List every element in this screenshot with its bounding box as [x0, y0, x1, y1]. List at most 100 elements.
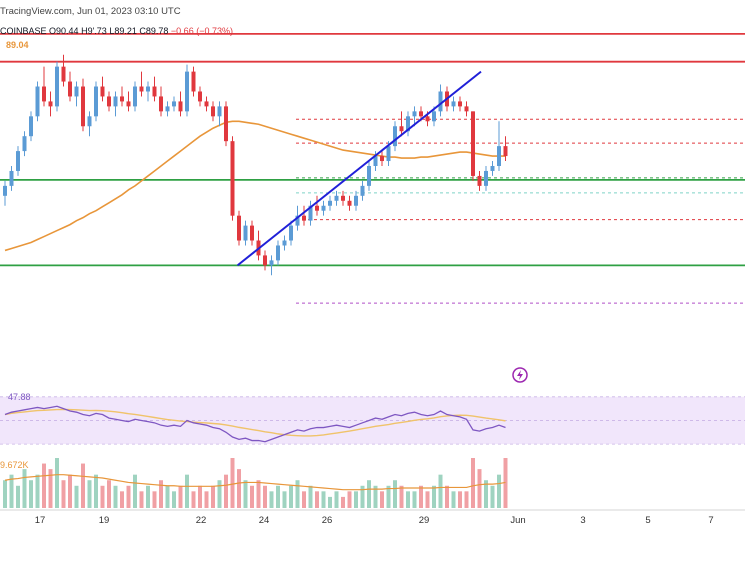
volume-bar-17 — [113, 485, 118, 508]
candle-body-52 — [341, 195, 345, 201]
volume-bar-3 — [22, 469, 27, 508]
volume-value-label: 9.672K — [0, 460, 29, 470]
candle-body-1 — [9, 170, 14, 186]
change-value: −0.66 (−0.73%) — [170, 26, 233, 36]
candle-body-9 — [61, 66, 66, 82]
volume-bar-24 — [159, 480, 163, 508]
candle-body-16 — [107, 96, 111, 107]
candle-body-27 — [178, 101, 183, 112]
volume-bar-5 — [35, 474, 40, 508]
candle-body-6 — [42, 86, 46, 102]
volume-bar-59 — [386, 485, 391, 508]
volume-bar-20 — [133, 474, 137, 508]
candle-body-24 — [159, 96, 163, 112]
candle-body-73 — [477, 175, 482, 186]
x-tick-label-8: 5 — [645, 515, 650, 526]
candle-body-31 — [204, 101, 209, 107]
volume-bar-69 — [451, 491, 456, 508]
candle-body-3 — [22, 136, 27, 152]
volume-bar-35 — [230, 458, 235, 508]
candle-body-54 — [354, 195, 358, 206]
candle-body-18 — [120, 96, 124, 102]
volume-bar-48 — [315, 491, 319, 508]
candle-body-58 — [380, 156, 384, 162]
candle-body-19 — [126, 101, 131, 107]
candle-body-36 — [237, 215, 241, 241]
candle-body-0 — [3, 185, 7, 196]
volume-bar-34 — [224, 474, 228, 508]
volume-bar-11 — [74, 485, 79, 508]
candle-body-5 — [35, 86, 40, 117]
candle-body-43 — [282, 240, 287, 246]
candle-body-48 — [315, 205, 319, 211]
volume-bar-56 — [367, 480, 371, 508]
volume-bar-18 — [120, 491, 124, 508]
volume-bar-9 — [61, 480, 66, 508]
volume-bar-64 — [419, 485, 423, 508]
volume-bar-43 — [282, 491, 287, 508]
volume-bar-73 — [477, 469, 482, 508]
rsi-signal-line — [4, 408, 506, 437]
candle-body-55 — [360, 185, 365, 196]
candle-body-56 — [367, 166, 371, 186]
candle-body-8 — [55, 66, 59, 107]
candle-body-69 — [451, 101, 456, 107]
volume-bar-51 — [334, 491, 339, 508]
volume-bar-26 — [172, 491, 176, 508]
volume-bar-2 — [16, 485, 20, 508]
volume-bar-27 — [178, 485, 183, 508]
candle-body-74 — [484, 170, 488, 186]
candle-body-14 — [94, 86, 98, 117]
volume-bar-45 — [295, 480, 300, 508]
volume-bar-40 — [263, 485, 267, 508]
volume-bar-16 — [107, 480, 111, 508]
volume-bar-8 — [55, 458, 59, 508]
candle-body-60 — [393, 126, 397, 147]
volume-bar-72 — [471, 458, 475, 508]
candle-body-17 — [113, 96, 118, 107]
x-tick-label-2: 22 — [196, 515, 207, 526]
x-tick-label-7: 3 — [580, 515, 585, 526]
volume-bar-61 — [399, 485, 404, 508]
volume-bar-49 — [321, 491, 326, 508]
volume-bar-50 — [328, 496, 332, 508]
candle-body-13 — [87, 116, 92, 127]
volume-bar-38 — [250, 485, 254, 508]
candle-body-35 — [230, 141, 235, 216]
candle-body-44 — [289, 225, 293, 241]
volume-bar-62 — [406, 491, 410, 508]
volume-bar-30 — [198, 485, 202, 508]
candle-body-15 — [100, 86, 105, 97]
candle-body-46 — [302, 215, 306, 221]
candle-body-32 — [211, 106, 215, 117]
open-value: O90.44 — [49, 26, 79, 36]
volume-bar-44 — [289, 485, 293, 508]
volume-bar-41 — [269, 491, 274, 508]
x-tick-label-6: Jun — [510, 515, 525, 526]
candle-body-33 — [217, 106, 222, 117]
volume-bar-37 — [243, 480, 248, 508]
x-tick-label-5: 29 — [419, 515, 430, 526]
volume-bar-67 — [438, 474, 443, 508]
candle-body-10 — [68, 81, 72, 97]
volume-bar-4 — [29, 480, 33, 508]
candle-body-20 — [133, 86, 137, 107]
candle-body-72 — [471, 111, 475, 176]
volume-bar-23 — [152, 491, 157, 508]
candle-body-53 — [347, 200, 352, 206]
volume-bar-75 — [490, 485, 495, 508]
volume-bar-6 — [42, 463, 46, 508]
volume-bar-0 — [3, 480, 7, 508]
x-tick-label-4: 26 — [322, 515, 333, 526]
candle-body-50 — [328, 200, 332, 206]
volume-bar-21 — [139, 491, 144, 508]
source-line: TracingView.com, Jun 01, 2023 03:10 UTC — [0, 6, 181, 17]
x-tick-label-9: 7 — [708, 515, 713, 526]
x-tick-label-1: 19 — [99, 515, 110, 526]
candle-body-66 — [432, 111, 436, 122]
candle-body-42 — [276, 245, 280, 261]
candle-body-4 — [29, 116, 33, 137]
volume-bar-68 — [445, 485, 449, 508]
